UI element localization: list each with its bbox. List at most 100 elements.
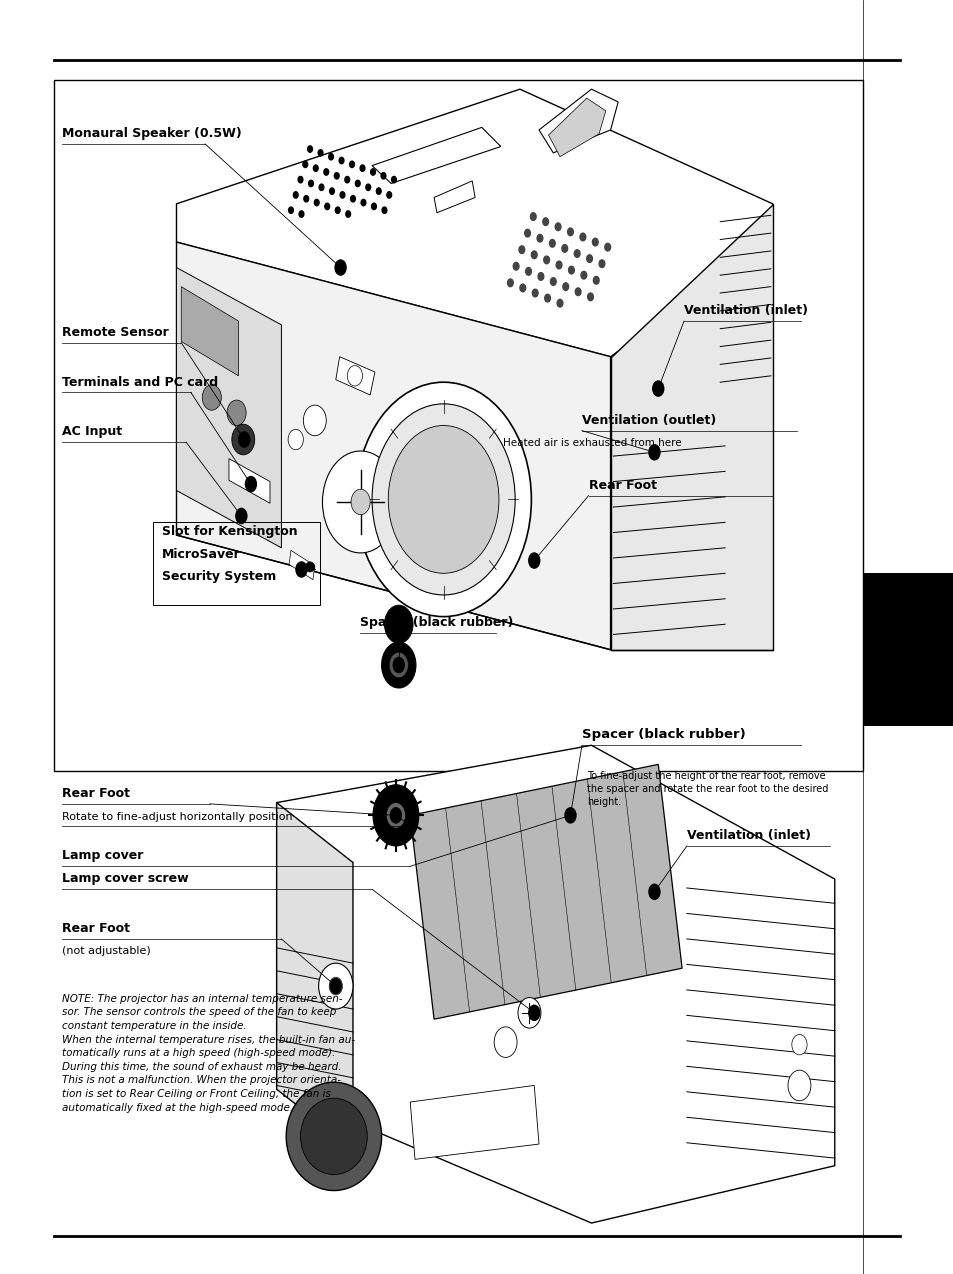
Circle shape: [324, 204, 329, 209]
Polygon shape: [176, 242, 610, 650]
Circle shape: [518, 246, 524, 254]
Ellipse shape: [286, 1083, 381, 1190]
Circle shape: [297, 177, 303, 183]
Bar: [54, 80, 862, 771]
Text: NOTE: The projector has an internal temperature sen-
sor. The sensor controls th: NOTE: The projector has an internal temp…: [62, 994, 355, 1112]
Circle shape: [318, 150, 322, 155]
Bar: [862, 573, 953, 726]
Text: MicroSaver: MicroSaver: [162, 548, 241, 561]
Circle shape: [598, 260, 604, 268]
Circle shape: [244, 476, 257, 493]
Circle shape: [525, 268, 531, 275]
Text: Ventilation (outlet): Ventilation (outlet): [581, 414, 716, 427]
Circle shape: [288, 208, 294, 214]
Circle shape: [651, 381, 663, 397]
Circle shape: [298, 211, 303, 217]
Text: Remote Sensor: Remote Sensor: [62, 326, 169, 339]
Circle shape: [387, 192, 391, 199]
Circle shape: [648, 445, 659, 461]
Text: Terminals and PC card: Terminals and PC card: [62, 376, 218, 389]
Text: To fine-adjust the height of the rear foot, remove
the spacer and rotate the rea: To fine-adjust the height of the rear fo…: [586, 771, 827, 808]
Circle shape: [386, 803, 405, 828]
Circle shape: [330, 189, 334, 194]
Polygon shape: [538, 89, 618, 153]
Circle shape: [365, 185, 370, 191]
Circle shape: [202, 385, 221, 410]
Circle shape: [232, 424, 254, 455]
Circle shape: [389, 652, 408, 678]
Text: Rear Foot: Rear Foot: [62, 787, 130, 800]
Circle shape: [561, 245, 567, 252]
Circle shape: [531, 251, 537, 259]
Circle shape: [329, 977, 342, 995]
Polygon shape: [229, 459, 270, 503]
Text: Slot for Kensington: Slot for Kensington: [162, 525, 297, 538]
Circle shape: [349, 162, 354, 168]
Circle shape: [234, 508, 247, 525]
Circle shape: [574, 250, 579, 257]
Text: Spacer (black rubber): Spacer (black rubber): [359, 617, 513, 629]
Text: Rear Foot: Rear Foot: [588, 479, 656, 492]
Circle shape: [324, 169, 328, 176]
Circle shape: [307, 147, 312, 153]
Circle shape: [555, 223, 560, 231]
Text: Monaural Speaker (0.5W): Monaural Speaker (0.5W): [62, 127, 241, 140]
Circle shape: [563, 808, 576, 824]
Circle shape: [391, 177, 396, 183]
Circle shape: [227, 400, 246, 426]
Circle shape: [593, 276, 598, 284]
Circle shape: [329, 978, 341, 994]
Text: (not adjustable): (not adjustable): [62, 945, 151, 956]
Circle shape: [524, 229, 530, 237]
Circle shape: [308, 181, 313, 186]
Circle shape: [586, 255, 592, 262]
Circle shape: [532, 289, 537, 297]
Circle shape: [519, 284, 525, 292]
Circle shape: [575, 288, 580, 296]
Circle shape: [345, 177, 349, 183]
Polygon shape: [335, 357, 375, 395]
Circle shape: [494, 1027, 517, 1057]
Circle shape: [355, 382, 531, 617]
Circle shape: [542, 218, 548, 225]
Polygon shape: [181, 287, 238, 376]
Circle shape: [381, 642, 416, 688]
Text: Ventilation (inlet): Ventilation (inlet): [683, 304, 807, 317]
Circle shape: [388, 426, 498, 573]
Circle shape: [389, 808, 401, 824]
Polygon shape: [372, 127, 500, 183]
Circle shape: [360, 200, 366, 206]
Polygon shape: [176, 268, 281, 548]
Circle shape: [318, 185, 324, 191]
Circle shape: [549, 240, 555, 247]
Circle shape: [579, 233, 585, 241]
Text: Spacer (black rubber): Spacer (black rubber): [581, 729, 745, 741]
Text: Rear Foot: Rear Foot: [62, 922, 130, 935]
Text: Rotate to fine-adjust horizontally position: Rotate to fine-adjust horizontally posit…: [62, 812, 293, 822]
Circle shape: [392, 657, 404, 674]
Circle shape: [384, 605, 413, 643]
Circle shape: [557, 299, 562, 307]
Circle shape: [592, 238, 598, 246]
Circle shape: [530, 213, 536, 220]
Circle shape: [322, 451, 398, 553]
Circle shape: [294, 562, 307, 578]
Circle shape: [375, 189, 381, 194]
Text: Ventilation (inlet): Ventilation (inlet): [686, 829, 810, 842]
Circle shape: [347, 366, 362, 386]
Circle shape: [537, 234, 542, 242]
Circle shape: [303, 196, 309, 201]
Circle shape: [334, 260, 346, 276]
Circle shape: [355, 181, 359, 186]
Circle shape: [372, 404, 515, 595]
Circle shape: [294, 192, 297, 199]
Ellipse shape: [300, 1098, 367, 1175]
Circle shape: [604, 243, 610, 251]
Circle shape: [544, 294, 550, 302]
Circle shape: [335, 208, 339, 214]
Polygon shape: [176, 89, 772, 357]
Circle shape: [288, 429, 303, 450]
Polygon shape: [434, 181, 475, 213]
Polygon shape: [548, 98, 605, 157]
Circle shape: [372, 204, 375, 209]
